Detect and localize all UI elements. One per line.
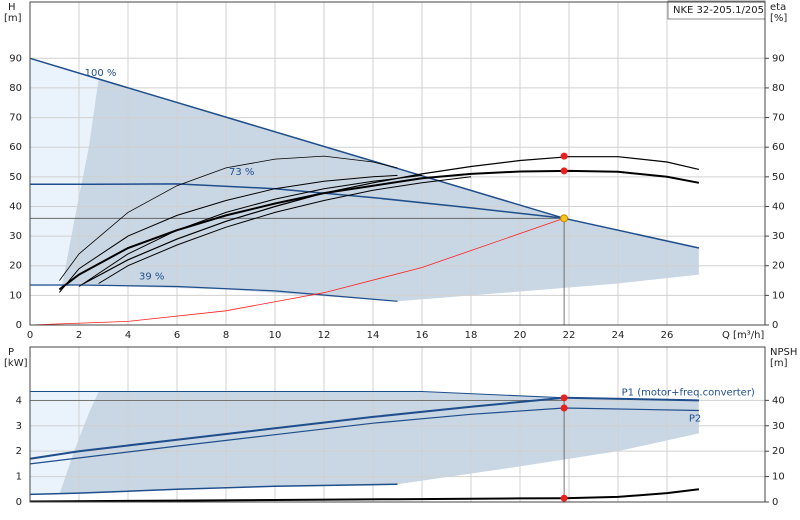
y-tick-label: 2 xyxy=(16,446,22,457)
curve xyxy=(29,396,699,460)
x-tick-label: 22 xyxy=(563,330,576,341)
x-tick-label: 26 xyxy=(661,330,674,341)
range-area xyxy=(30,58,99,287)
range-area xyxy=(59,391,699,495)
x-tick-label: 4 xyxy=(125,330,131,341)
curve-label: P1 (motor+freq.converter) xyxy=(622,387,755,398)
chart-title: NKE 32-205.1/205 xyxy=(673,5,764,16)
y-tick-label: 80 xyxy=(9,83,22,94)
y2-tick-label: 40 xyxy=(772,395,785,406)
y2-axis-label: eta xyxy=(770,2,786,13)
y-axis-unit: [m] xyxy=(4,13,22,24)
x-axis-label: Q [m³/h] xyxy=(722,330,764,341)
x-tick-label: 12 xyxy=(318,330,331,341)
y2-tick-label: 80 xyxy=(772,83,785,94)
curve-label: 100 % xyxy=(85,68,117,79)
plot-frame xyxy=(29,1,766,326)
x-tick-label: 0 xyxy=(27,330,33,341)
title-box: NKE 32-205.1/205 xyxy=(667,0,766,20)
range-area xyxy=(61,79,699,302)
curve xyxy=(58,169,700,291)
y2-tick-label: 20 xyxy=(772,261,785,272)
y2-tick-label: 40 xyxy=(772,201,785,212)
curve xyxy=(98,176,472,284)
y2-tick-label: 90 xyxy=(772,53,785,64)
y2-axis-unit: [%] xyxy=(770,13,787,24)
x-tick-label: 20 xyxy=(514,330,527,341)
operating-point xyxy=(560,494,568,502)
y2-tick-label: 70 xyxy=(772,113,785,124)
y2-axis-unit: [m] xyxy=(770,358,788,369)
y-tick-label: 90 xyxy=(9,53,22,64)
y-tick-label: 30 xyxy=(9,231,22,242)
y-tick-label: 60 xyxy=(9,142,22,153)
y2-tick-label: 10 xyxy=(772,472,785,483)
y-tick-label: 1 xyxy=(16,472,22,483)
y2-tick-label: 20 xyxy=(772,446,785,457)
operating-point xyxy=(560,152,568,160)
plot-frame xyxy=(29,346,766,503)
y-axis-label: P xyxy=(8,347,14,358)
curve xyxy=(78,174,423,287)
x-tick-label: 10 xyxy=(269,330,282,341)
curve xyxy=(29,488,700,503)
y2-tick-label: 0 xyxy=(772,320,778,331)
curve xyxy=(29,57,700,249)
y-tick-label: 4 xyxy=(16,395,22,406)
y-axis-label: H xyxy=(8,2,16,13)
x-tick-label: 6 xyxy=(174,330,180,341)
y-tick-label: 20 xyxy=(9,261,22,272)
y2-tick-label: 30 xyxy=(772,421,785,432)
curve-label: 73 % xyxy=(229,167,254,178)
operating-point xyxy=(560,404,568,412)
y2-tick-label: 0 xyxy=(772,497,778,508)
curve xyxy=(59,155,398,281)
y2-tick-label: 60 xyxy=(772,142,785,153)
operating-point xyxy=(560,394,568,402)
y-axis-unit: [kW] xyxy=(4,358,28,369)
x-tick-label: 2 xyxy=(76,330,82,341)
y-tick-label: 0 xyxy=(16,320,22,331)
y-tick-label: 0 xyxy=(16,497,22,508)
curve xyxy=(29,217,565,326)
y2-tick-label: 10 xyxy=(772,290,785,301)
x-tick-label: 16 xyxy=(416,330,429,341)
y-tick-label: 10 xyxy=(9,290,22,301)
x-tick-label: 8 xyxy=(223,330,229,341)
y2-tick-label: 50 xyxy=(772,172,785,183)
operating-point xyxy=(560,214,569,223)
x-tick-label: 24 xyxy=(612,330,625,341)
y2-axis-label: NPSH xyxy=(770,347,797,358)
y-tick-label: 40 xyxy=(9,201,22,212)
y-tick-label: 70 xyxy=(9,113,22,124)
y-tick-label: 50 xyxy=(9,172,22,183)
curve-label: 39 % xyxy=(139,271,164,282)
y2-tick-label: 30 xyxy=(772,231,785,242)
curve xyxy=(59,174,398,293)
x-tick-label: 14 xyxy=(367,330,380,341)
operating-point xyxy=(560,167,568,175)
curve-label: P2 xyxy=(689,414,701,425)
x-tick-label: 18 xyxy=(465,330,478,341)
range-area xyxy=(30,391,99,495)
y-tick-label: 3 xyxy=(16,421,22,432)
curve xyxy=(29,483,398,496)
